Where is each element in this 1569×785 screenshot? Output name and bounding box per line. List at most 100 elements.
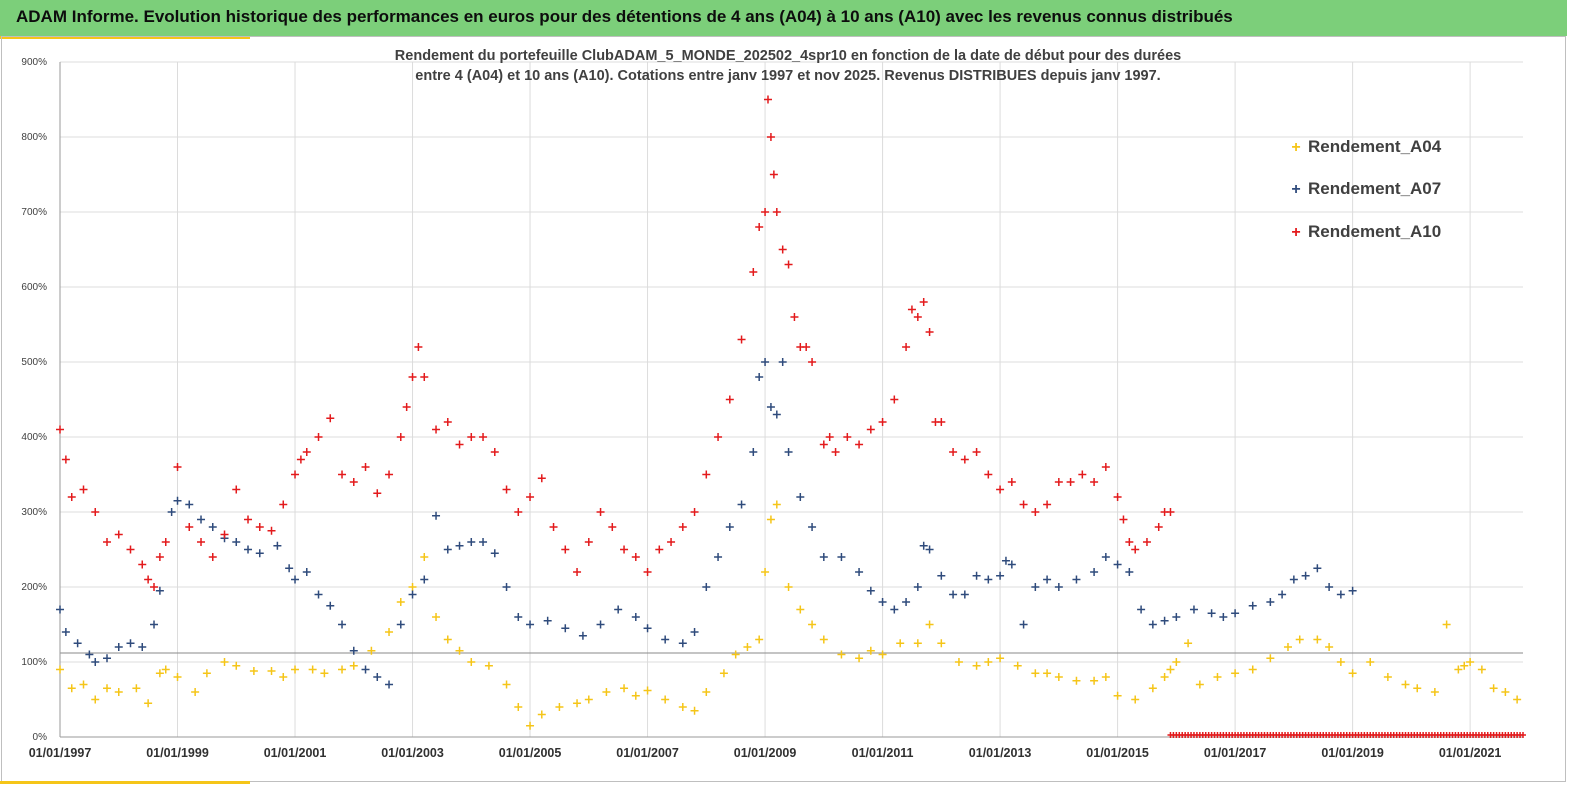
data-point bbox=[855, 654, 864, 663]
data-point bbox=[361, 463, 370, 471]
data-point bbox=[925, 620, 934, 629]
data-point bbox=[890, 605, 899, 614]
data-point bbox=[769, 170, 778, 179]
data-point bbox=[631, 613, 640, 621]
data-point bbox=[314, 433, 323, 441]
data-point bbox=[279, 673, 288, 681]
data-point bbox=[91, 508, 100, 516]
data-point bbox=[913, 639, 922, 648]
y-tick-label: 0% bbox=[33, 732, 48, 743]
data-point bbox=[778, 245, 787, 254]
data-point bbox=[796, 493, 805, 501]
data-point bbox=[731, 650, 740, 659]
data-point bbox=[643, 686, 652, 695]
a10-baseline-markers bbox=[1167, 732, 1526, 738]
data-point bbox=[302, 568, 311, 576]
data-point bbox=[837, 650, 846, 659]
data-point bbox=[1054, 583, 1063, 591]
data-point bbox=[808, 620, 817, 629]
data-point bbox=[67, 684, 76, 693]
data-point bbox=[954, 658, 963, 666]
data-point bbox=[1172, 658, 1181, 666]
data-point bbox=[132, 684, 141, 693]
data-point bbox=[573, 699, 582, 708]
data-point bbox=[1477, 665, 1486, 674]
data-point bbox=[819, 440, 828, 449]
legend-label-a04: Rendement_A04 bbox=[1308, 137, 1442, 156]
data-point bbox=[1219, 613, 1228, 621]
y-tick-label: 600% bbox=[21, 282, 47, 293]
data-point bbox=[173, 463, 182, 471]
baseline-point bbox=[1520, 732, 1526, 738]
data-point bbox=[1148, 620, 1157, 629]
data-point bbox=[825, 433, 834, 441]
data-point bbox=[1184, 639, 1193, 648]
data-point bbox=[114, 643, 123, 651]
data-point bbox=[1113, 691, 1122, 700]
data-point bbox=[1090, 478, 1099, 486]
data-point bbox=[919, 541, 928, 550]
data-point bbox=[573, 568, 582, 576]
data-point bbox=[1442, 620, 1451, 629]
data-point bbox=[1295, 635, 1304, 644]
data-point bbox=[772, 500, 781, 509]
data-point bbox=[1001, 556, 1010, 565]
data-point bbox=[443, 545, 452, 554]
data-point bbox=[1101, 463, 1110, 471]
data-point bbox=[1189, 605, 1198, 614]
data-point bbox=[1031, 508, 1040, 516]
accent-bar-top bbox=[0, 36, 250, 39]
data-point bbox=[761, 568, 770, 576]
data-point bbox=[479, 538, 488, 546]
data-point bbox=[302, 448, 311, 456]
x-tick-label: 01/01/1997 bbox=[29, 746, 92, 760]
data-point bbox=[1101, 553, 1110, 561]
data-point bbox=[1131, 545, 1140, 554]
data-point bbox=[244, 545, 253, 554]
gridlines bbox=[59, 61, 1523, 737]
data-point bbox=[719, 669, 728, 678]
data-point bbox=[620, 684, 629, 693]
data-point bbox=[784, 583, 793, 591]
data-point bbox=[296, 455, 305, 464]
y-tick-label: 300% bbox=[21, 507, 47, 518]
data-point bbox=[414, 343, 423, 351]
data-point bbox=[1248, 665, 1257, 674]
data-point bbox=[913, 583, 922, 591]
data-point bbox=[1154, 523, 1163, 531]
data-point bbox=[1043, 500, 1052, 509]
data-point bbox=[490, 448, 499, 456]
data-point bbox=[291, 470, 300, 479]
data-point bbox=[561, 545, 570, 554]
y-tick-label: 500% bbox=[21, 357, 47, 368]
data-point bbox=[326, 601, 335, 610]
data-point bbox=[490, 549, 499, 558]
data-point bbox=[1313, 564, 1322, 573]
data-point bbox=[232, 661, 241, 670]
data-point bbox=[678, 523, 687, 531]
data-point bbox=[1325, 643, 1334, 651]
data-point bbox=[1366, 658, 1375, 666]
data-point bbox=[702, 470, 711, 479]
data-point bbox=[79, 680, 88, 689]
data-point bbox=[1090, 568, 1099, 576]
data-point bbox=[420, 373, 429, 381]
data-point bbox=[114, 688, 123, 696]
data-point bbox=[208, 523, 217, 531]
data-point bbox=[526, 620, 535, 629]
data-point bbox=[796, 605, 805, 614]
data-point bbox=[320, 669, 329, 678]
data-point bbox=[103, 684, 112, 693]
data-point bbox=[802, 343, 811, 351]
data-point bbox=[1489, 684, 1498, 693]
data-point bbox=[1313, 635, 1322, 644]
data-point bbox=[790, 313, 799, 321]
data-point bbox=[714, 553, 723, 561]
data-point bbox=[1160, 673, 1169, 681]
data-point bbox=[755, 635, 764, 644]
data-point bbox=[761, 208, 770, 216]
legend: + Rendement_A04 + Rendement_A07 + Rendem… bbox=[1291, 137, 1441, 241]
data-point bbox=[161, 538, 170, 546]
data-point bbox=[784, 260, 793, 269]
data-point bbox=[925, 545, 934, 554]
